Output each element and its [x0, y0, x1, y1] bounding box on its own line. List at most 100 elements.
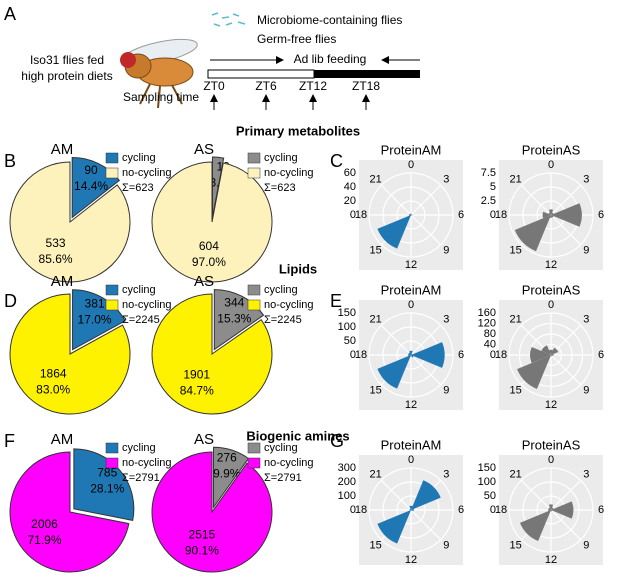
polar-bar	[550, 510, 552, 512]
polar-bar	[551, 507, 554, 510]
legend-label: no-cycling	[122, 299, 172, 311]
r-tick-label: 150	[338, 307, 356, 319]
polar-bar	[409, 509, 411, 511]
legend-swatch	[247, 152, 261, 164]
timepoint-label: ZT18	[352, 79, 380, 93]
count-label: 344	[224, 295, 244, 309]
grid-spoke	[380, 324, 412, 356]
legend-swatch	[247, 299, 261, 311]
angle-label: 9	[443, 244, 449, 256]
angle-label: 18	[355, 209, 367, 221]
polar-bar	[548, 349, 554, 355]
angle-label: 9	[583, 384, 589, 396]
panel-letter: B	[4, 151, 16, 171]
r-tick-label: 120	[478, 317, 496, 329]
count-label: 533	[46, 236, 66, 250]
condition-label: Microbiome-containing flies	[257, 13, 402, 27]
panel-letter: A	[4, 4, 16, 24]
angle-label: 12	[405, 554, 417, 566]
pie-title: AM	[51, 273, 74, 290]
polar-bar	[551, 347, 559, 355]
polar-bar	[411, 510, 412, 511]
grid-spoke	[550, 509, 582, 541]
pie-slice	[211, 156, 225, 218]
angle-label: 0	[548, 159, 554, 171]
pie-title: AS	[194, 431, 214, 448]
angle-label: 15	[510, 384, 522, 396]
polar-bar	[517, 355, 551, 389]
panel-letter: F	[4, 431, 15, 451]
r-tick-label: 100	[338, 321, 356, 333]
panel-letter: D	[4, 291, 17, 311]
r-tick-label: 80	[484, 328, 496, 340]
legend-swatch	[105, 152, 119, 164]
section-title: Lipids	[279, 261, 317, 276]
count-label: 2515	[189, 528, 216, 542]
angle-label: 15	[370, 244, 382, 256]
angle-label: 6	[458, 349, 464, 361]
angle-label: 15	[510, 244, 522, 256]
chart-title: ProteinAS	[522, 437, 581, 452]
angle-label: 0	[408, 454, 414, 466]
count-label: 381	[85, 297, 105, 311]
pie-slice	[9, 451, 130, 573]
polar-bar	[410, 215, 412, 216]
grid-spoke	[410, 214, 442, 246]
r-tick-label: 60	[344, 167, 356, 179]
angle-label: 18	[495, 349, 507, 361]
polar-bar	[550, 355, 552, 357]
legend-label: cycling	[264, 442, 298, 454]
pie-title: AM	[51, 141, 74, 158]
total-label: Σ=2245	[122, 314, 160, 326]
count-label: 2006	[31, 517, 58, 531]
fly-illustration	[120, 38, 198, 109]
pie-slice	[73, 448, 135, 522]
angle-label: 6	[598, 209, 604, 221]
r-tick-label: 100	[478, 476, 496, 488]
angle-label: 12	[545, 259, 557, 271]
polar-bar	[551, 501, 574, 519]
polar-bar	[377, 355, 411, 389]
angle-label: 3	[443, 314, 449, 326]
count-label: 90	[84, 163, 98, 177]
angle-label: 15	[510, 539, 522, 551]
angle-label: 12	[545, 399, 557, 411]
polar-bar	[410, 510, 412, 511]
polar-bar	[551, 203, 582, 227]
angle-label: 18	[355, 349, 367, 361]
polar-bar	[410, 355, 412, 357]
polar-bar	[408, 353, 411, 357]
pie-slice	[151, 161, 273, 283]
count-label: 1864	[40, 367, 67, 381]
angle-label: 21	[510, 469, 522, 481]
legend-label: cycling	[122, 284, 156, 296]
r-tick-label: 0	[350, 209, 356, 221]
polar-bar	[411, 480, 441, 510]
value-label: 14.4%	[74, 179, 108, 193]
angle-label: 0	[548, 454, 554, 466]
pie-slice	[9, 293, 131, 415]
angle-label: 15	[370, 384, 382, 396]
angle-label: 3	[583, 314, 589, 326]
polar-bar	[548, 504, 554, 510]
grid-spoke	[550, 184, 582, 216]
dark-phase	[314, 70, 420, 78]
angle-label: 6	[458, 504, 464, 516]
total-label: Σ=623	[122, 182, 154, 194]
legend-swatch	[105, 299, 119, 311]
grid-spoke	[520, 479, 552, 511]
legend-swatch	[247, 167, 261, 179]
value-label: 28.1%	[90, 482, 124, 496]
r-tick-label: 40	[344, 181, 356, 193]
panel-letter: E	[330, 291, 342, 311]
r-tick-label: 0	[350, 349, 356, 361]
grid-spoke	[410, 184, 442, 216]
angle-label: 9	[443, 384, 449, 396]
legend-label: no-cycling	[122, 457, 172, 469]
r-tick-label: 0	[490, 504, 496, 516]
condition-label: Germ-free flies	[257, 32, 336, 46]
count-label: 276	[217, 450, 237, 464]
pie-slice	[9, 161, 131, 283]
count-label: 785	[97, 466, 117, 480]
total-label: Σ=623	[264, 182, 296, 194]
